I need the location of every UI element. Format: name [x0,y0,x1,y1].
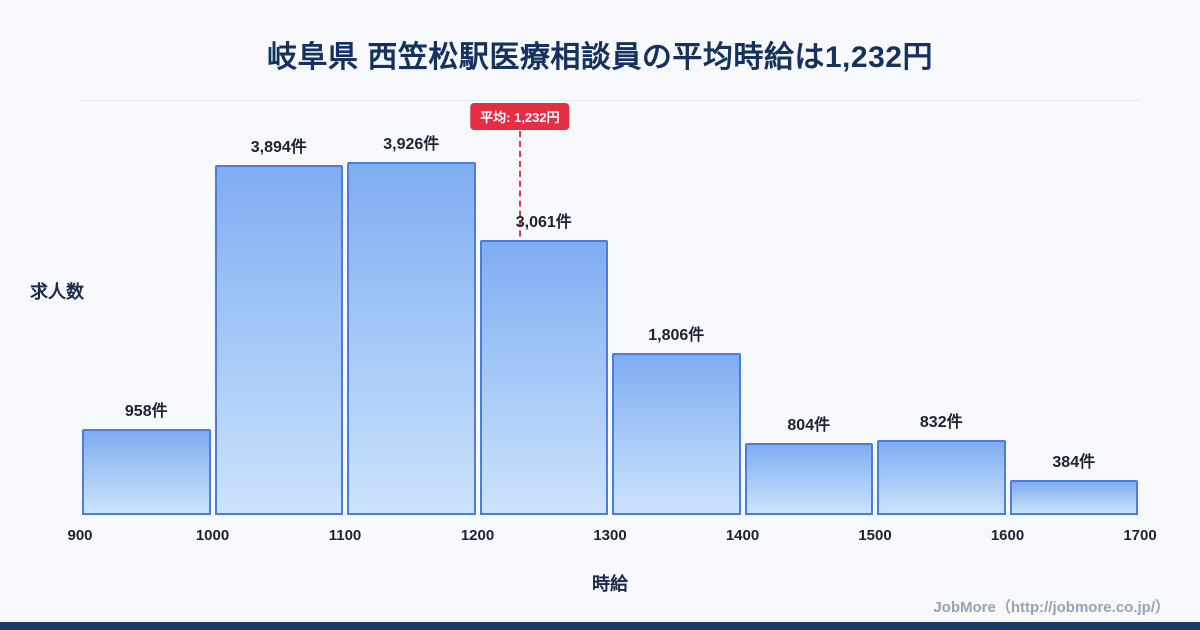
bar-value-label: 832件 [919,414,963,431]
footer-credit: JobMore（http://jobmore.co.jp/） [933,599,1170,616]
bar-value-label: 1,806件 [648,327,705,344]
plot-area: 平均: 1,232円 958件 3,894件 3,926件 3,061件 1,806件 8… [67,100,1157,544]
x-axis-tick-label: 1600 [990,527,1025,544]
histogram-bar [82,429,211,515]
x-axis-tick-label: 1300 [593,527,627,544]
bar-value-label: 3,061件 [515,214,572,231]
histogram-bar [214,165,343,515]
histogram-bar [612,353,741,515]
bar-value-label: 804件 [787,417,831,434]
bottom-accent-bar [0,622,1200,630]
histogram-bar [479,240,608,515]
histogram-bar [347,162,476,515]
histogram-bar [1009,480,1138,515]
x-axis-tick-label: 1100 [328,527,362,544]
x-axis-tick-label: 900 [67,527,93,544]
bar-value-label: 3,894件 [250,139,307,156]
y-axis-label: 求人数 [30,282,84,302]
x-axis-tick-label: 1200 [460,527,495,544]
x-axis-tick-label: 1500 [858,527,892,544]
bar-value-label: 958件 [124,403,168,420]
x-axis-tick-label: 1000 [195,527,230,544]
histogram-bar [877,440,1006,515]
page-title: 岐阜県 西笠松駅医療相談員の平均時給は1,232円 [267,41,933,74]
x-axis-tick-label: 1400 [725,527,760,544]
bar-value-label: 384件 [1052,454,1096,471]
average-badge: 平均: 1,232円 [470,103,570,130]
x-axis-label: 時給 [592,574,628,594]
histogram-bar [744,443,873,515]
bar-value-label: 3,926件 [383,136,440,153]
x-axis-tick-label: 1700 [1123,527,1157,544]
